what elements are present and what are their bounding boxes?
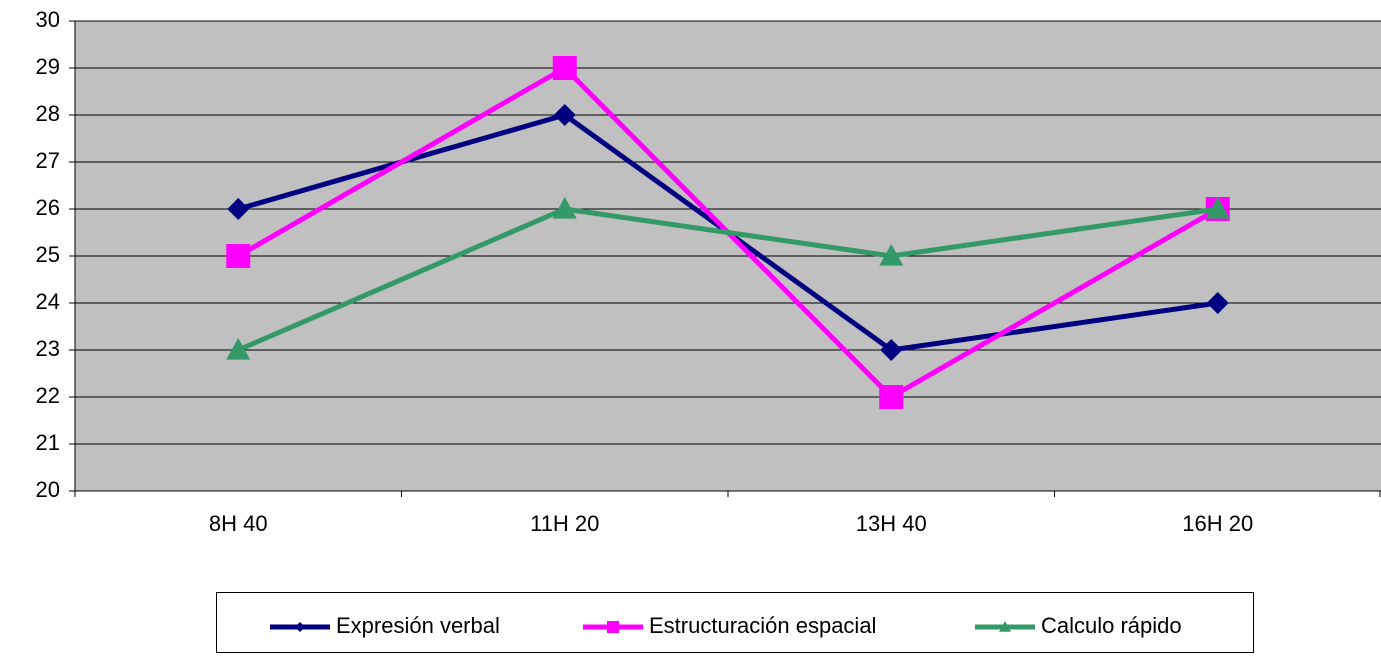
legend-marker (999, 621, 1011, 632)
legend-box (216, 592, 1254, 653)
marker (879, 385, 904, 409)
marker (552, 56, 577, 80)
legend-label: Estructuración espacial (649, 613, 876, 638)
x-tick-label: 8H 40 (209, 511, 268, 536)
y-tick-label: 28 (36, 101, 60, 126)
y-tick-label: 23 (36, 336, 60, 361)
x-tick-label: 11H 20 (530, 511, 599, 536)
y-tick-label: 25 (36, 242, 60, 267)
legend-marker (607, 621, 619, 633)
y-tick-label: 30 (36, 7, 60, 32)
legend-label: Expresión verbal (336, 613, 500, 638)
y-tick-label: 20 (36, 477, 60, 502)
y-tick-label: 29 (36, 54, 60, 79)
series-line (237, 206, 1219, 353)
y-tick-label: 24 (36, 289, 60, 314)
marker (226, 338, 251, 360)
marker (553, 104, 576, 126)
x-tick-label: 13H 40 (856, 511, 927, 536)
marker (227, 198, 250, 220)
marker (226, 244, 251, 268)
x-tick-label: 16H 20 (1182, 511, 1253, 536)
y-tick-label: 26 (36, 195, 60, 220)
legend-marker (295, 622, 305, 632)
marker (552, 197, 577, 219)
marker (1206, 292, 1229, 314)
legend-label: Calculo rápido (1041, 613, 1182, 638)
y-tick-label: 27 (36, 148, 60, 173)
marker (1205, 197, 1230, 219)
marker (879, 244, 904, 266)
marker (880, 339, 903, 361)
y-tick-label: 22 (36, 383, 60, 408)
y-tick-label: 21 (36, 430, 60, 455)
